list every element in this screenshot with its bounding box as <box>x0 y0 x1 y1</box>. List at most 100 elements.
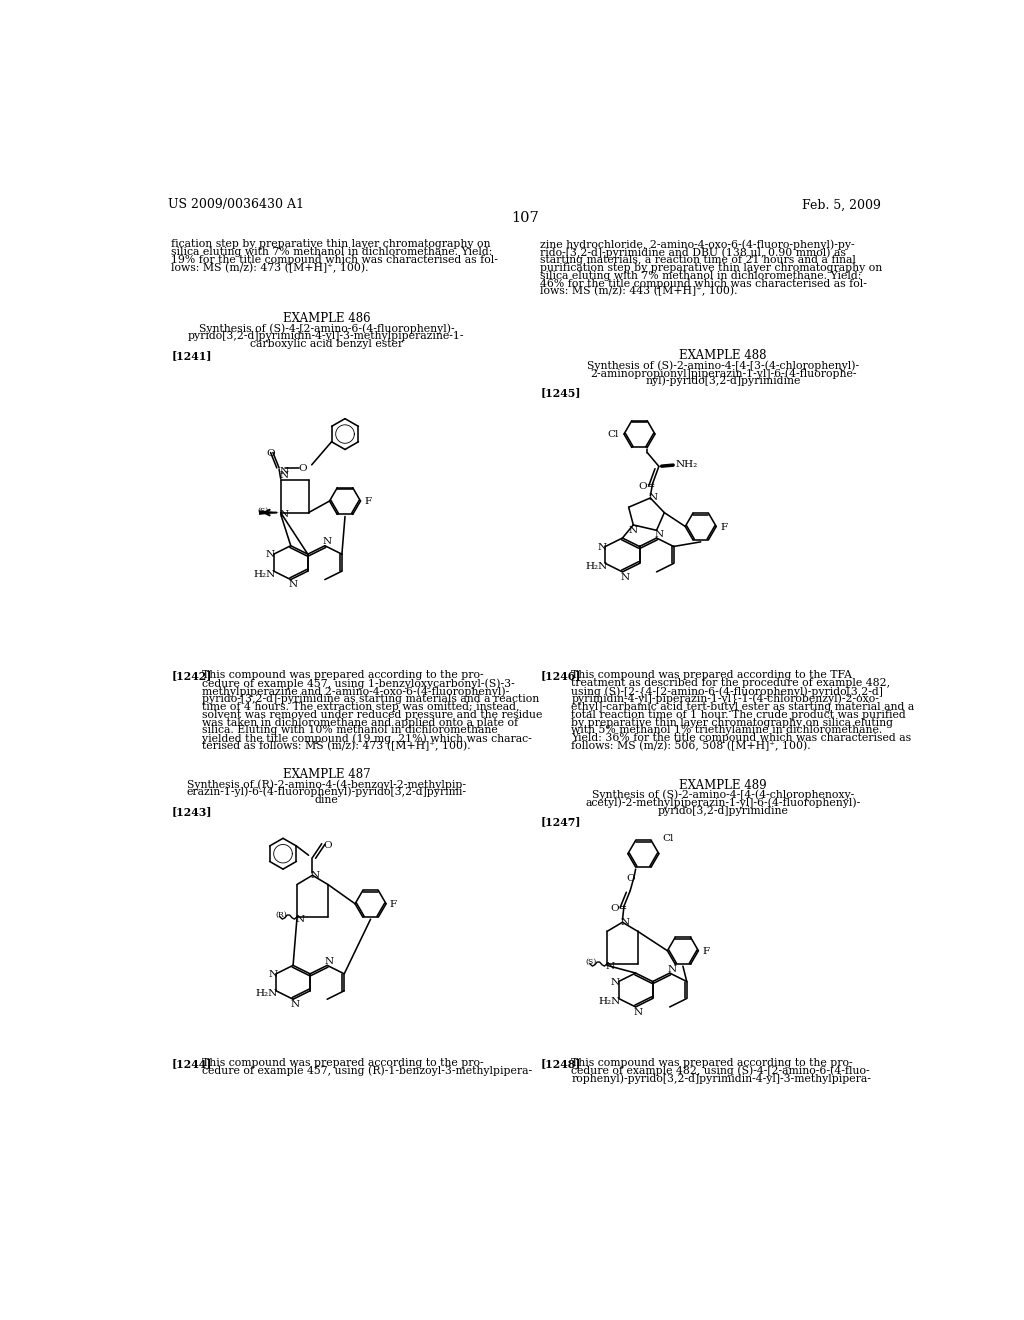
Text: treatment as described for the procedure of example 482,: treatment as described for the procedure… <box>571 678 891 688</box>
Text: was taken in dichloromethane and applied onto a plate of: was taken in dichloromethane and applied… <box>203 718 518 727</box>
Text: pyrido[3,2-d]pyrimidin-4-yl]-3-methylpiperazine-1-: pyrido[3,2-d]pyrimidin-4-yl]-3-methylpip… <box>188 331 465 341</box>
Text: N: N <box>654 529 664 539</box>
Text: 46% for the title compound which was characterised as fol-: 46% for the title compound which was cha… <box>541 279 867 289</box>
Text: fication step by preparative thin layer chromatography on: fication step by preparative thin layer … <box>171 239 490 249</box>
Text: N: N <box>280 511 289 519</box>
Text: erazin-1-yl)-6-(4-fluorophenyl)-pyrido[3,2-d]pyrimi-: erazin-1-yl)-6-(4-fluorophenyl)-pyrido[3… <box>186 787 466 797</box>
Text: H₂N: H₂N <box>586 562 607 570</box>
Text: Synthesis of (S)-2-amino-4-[4-(4-chlorophenoxy-: Synthesis of (S)-2-amino-4-[4-(4-chlorop… <box>592 789 854 800</box>
Text: Yield: 36% for the title compound which was characterised as: Yield: 36% for the title compound which … <box>571 734 911 743</box>
Text: Synthesis of (R)-2-amino-4-(4-benzoyl-2-methylpip-: Synthesis of (R)-2-amino-4-(4-benzoyl-2-… <box>187 779 466 789</box>
Text: solvent was removed under reduced pressure and the residue: solvent was removed under reduced pressu… <box>203 710 543 719</box>
Text: Cl: Cl <box>607 430 618 440</box>
Text: F: F <box>702 946 710 956</box>
Text: N: N <box>268 970 278 979</box>
Text: starting materials, a reaction time of 21 hours and a final: starting materials, a reaction time of 2… <box>541 255 856 265</box>
Text: total reaction time of 1 hour. The crude product was purified: total reaction time of 1 hour. The crude… <box>571 710 906 719</box>
Text: (R): (R) <box>275 911 287 919</box>
Text: [1247]: [1247] <box>541 817 581 828</box>
Text: lows: MS (m/z): 473 ([M+H]⁺, 100).: lows: MS (m/z): 473 ([M+H]⁺, 100). <box>171 263 369 273</box>
Text: N: N <box>280 467 289 477</box>
Text: N: N <box>668 965 677 974</box>
Text: NH₂: NH₂ <box>676 461 698 469</box>
Text: O: O <box>266 449 275 458</box>
Text: Feb. 5, 2009: Feb. 5, 2009 <box>803 198 882 211</box>
Text: This compound was prepared according to the pro-: This compound was prepared according to … <box>571 1057 853 1068</box>
Text: N: N <box>291 1001 300 1008</box>
Text: N: N <box>649 494 658 503</box>
Text: acetyl)-2-methylpiperazin-1-yl]-6-(4-fluorophenyl)-: acetyl)-2-methylpiperazin-1-yl]-6-(4-flu… <box>586 797 861 808</box>
Text: time of 4 hours. The extraction step was omitted; instead,: time of 4 hours. The extraction step was… <box>203 702 520 711</box>
Text: N: N <box>598 543 607 552</box>
Text: H₂N: H₂N <box>254 570 275 578</box>
Text: using (S)-[2-{4-[2-amino-6-(4-fluorophenyl)-pyrido[3,2-d]: using (S)-[2-{4-[2-amino-6-(4-fluorophen… <box>571 686 883 697</box>
Text: [1243]: [1243] <box>171 805 212 817</box>
Text: silica eluting with 7% methanol in dichloromethane. Yield:: silica eluting with 7% methanol in dichl… <box>171 247 493 257</box>
Text: N: N <box>289 581 298 589</box>
Text: [1245]: [1245] <box>541 387 581 397</box>
Text: follows: MS (m/z): 506, 508 ([M+H]⁺, 100).: follows: MS (m/z): 506, 508 ([M+H]⁺, 100… <box>571 741 811 751</box>
Text: US 2009/0036430 A1: US 2009/0036430 A1 <box>168 198 304 211</box>
Text: EXAMPLE 488: EXAMPLE 488 <box>680 350 767 363</box>
Text: by preparative thin layer chromatography on silica eluting: by preparative thin layer chromatography… <box>571 718 893 727</box>
Text: N: N <box>621 917 630 927</box>
Text: with 5% methanol 1% triethylamine in dichloromethane.: with 5% methanol 1% triethylamine in dic… <box>571 726 883 735</box>
Text: EXAMPLE 486: EXAMPLE 486 <box>283 313 371 326</box>
Text: cedure of example 457, using 1-benzyloxycarbonyl-(S)-3-: cedure of example 457, using 1-benzyloxy… <box>203 678 515 689</box>
Text: methylpiperazine and 2-amino-4-oxo-6-(4-fluorophenyl)-: methylpiperazine and 2-amino-4-oxo-6-(4-… <box>203 686 510 697</box>
Text: zine hydrochloride, 2-amino-4-oxo-6-(4-fluoro-phenyl)-py-: zine hydrochloride, 2-amino-4-oxo-6-(4-f… <box>541 239 855 249</box>
Text: F: F <box>365 498 372 506</box>
Text: O=: O= <box>610 904 628 912</box>
Text: (S): (S) <box>257 507 268 515</box>
Text: rido-[3,2-d]-pyrimidine and DBU (138 μl, 0.90 mmol) as: rido-[3,2-d]-pyrimidine and DBU (138 μl,… <box>541 247 846 257</box>
Text: H₂N: H₂N <box>598 997 621 1006</box>
Text: O: O <box>627 874 635 883</box>
Text: N: N <box>605 961 614 970</box>
Text: rophenyl)-pyrido[3,2-d]pyrimidin-4-yl]-3-methylpipera-: rophenyl)-pyrido[3,2-d]pyrimidin-4-yl]-3… <box>571 1073 871 1084</box>
Text: Cl: Cl <box>662 834 674 843</box>
Text: N: N <box>295 915 304 924</box>
Text: purification step by preparative thin layer chromatography on: purification step by preparative thin la… <box>541 263 883 273</box>
Text: N: N <box>311 871 321 880</box>
Text: Synthesis of (S)-4-[2-amino-6-(4-fluorophenyl)-: Synthesis of (S)-4-[2-amino-6-(4-fluorop… <box>199 323 455 334</box>
Text: yielded the title compound (19 mg, 21%) which was charac-: yielded the title compound (19 mg, 21%) … <box>203 734 532 744</box>
Text: carboxylic acid benzyl ester: carboxylic acid benzyl ester <box>250 339 403 348</box>
Text: pyrimidin-4-yl]-piperazin-1-yl}-1-(4-chlorobenzyl)-2-oxo-: pyrimidin-4-yl]-piperazin-1-yl}-1-(4-chl… <box>571 694 880 705</box>
Text: lows: MS (m/z): 443 ([M+H]⁺, 100).: lows: MS (m/z): 443 ([M+H]⁺, 100). <box>541 286 738 297</box>
Text: [1242]: [1242] <box>171 671 212 681</box>
Text: silica. Eluting with 10% methanol in dichloromethane: silica. Eluting with 10% methanol in dic… <box>203 726 498 735</box>
Text: cedure of example 457, using (R)-1-benzoyl-3-methylpipera-: cedure of example 457, using (R)-1-benzo… <box>203 1065 532 1076</box>
Text: This compound was prepared according to the pro-: This compound was prepared according to … <box>203 1057 484 1068</box>
Text: nyl)-pyrido[3,2-d]pyrimidine: nyl)-pyrido[3,2-d]pyrimidine <box>645 376 801 387</box>
Text: N: N <box>266 550 275 560</box>
Text: terised as follows: MS (m/z): 473 ([M+H]⁺, 100).: terised as follows: MS (m/z): 473 ([M+H]… <box>203 741 471 751</box>
Text: silica eluting with 7% methanol in dichloromethane. Yield:: silica eluting with 7% methanol in dichl… <box>541 271 861 281</box>
Text: N: N <box>611 978 620 986</box>
Text: dine: dine <box>314 795 338 805</box>
Text: EXAMPLE 489: EXAMPLE 489 <box>679 779 767 792</box>
Text: N: N <box>633 1007 642 1016</box>
Text: O: O <box>299 465 307 473</box>
Text: [1241]: [1241] <box>171 350 212 360</box>
Text: N: N <box>325 957 334 966</box>
Text: F: F <box>720 523 727 532</box>
Text: N: N <box>323 537 332 546</box>
Text: [1248]: [1248] <box>541 1057 581 1069</box>
Polygon shape <box>259 511 280 515</box>
Text: [1246]: [1246] <box>541 671 581 681</box>
Text: [1244]: [1244] <box>171 1057 212 1069</box>
Text: N: N <box>280 471 289 480</box>
Text: N: N <box>629 525 638 535</box>
Text: N: N <box>621 573 630 582</box>
Text: 2-aminopropionyl]piperazin-1-yl]-6-(4-fluorophe-: 2-aminopropionyl]piperazin-1-yl]-6-(4-fl… <box>590 368 856 379</box>
Text: 19% for the title compound which was characterised as fol-: 19% for the title compound which was cha… <box>171 255 499 265</box>
Text: EXAMPLE 487: EXAMPLE 487 <box>283 768 371 781</box>
Text: (S): (S) <box>586 958 597 966</box>
Text: This compound was prepared according to the TFA: This compound was prepared according to … <box>571 671 852 680</box>
Text: pyrido-[3,2-d]-pyrimidine as starting materials and a reaction: pyrido-[3,2-d]-pyrimidine as starting ma… <box>203 694 540 704</box>
Text: H₂N: H₂N <box>256 989 279 998</box>
Text: pyrido[3,2-d]pyrimidine: pyrido[3,2-d]pyrimidine <box>657 805 788 816</box>
Text: O: O <box>324 841 332 850</box>
Text: cedure of example 482, using (S)-4-[2-amino-6-(4-fluo-: cedure of example 482, using (S)-4-[2-am… <box>571 1065 870 1076</box>
Text: Synthesis of (S)-2-amino-4-[4-[3-(4-chlorophenyl)-: Synthesis of (S)-2-amino-4-[4-[3-(4-chlo… <box>587 360 859 371</box>
